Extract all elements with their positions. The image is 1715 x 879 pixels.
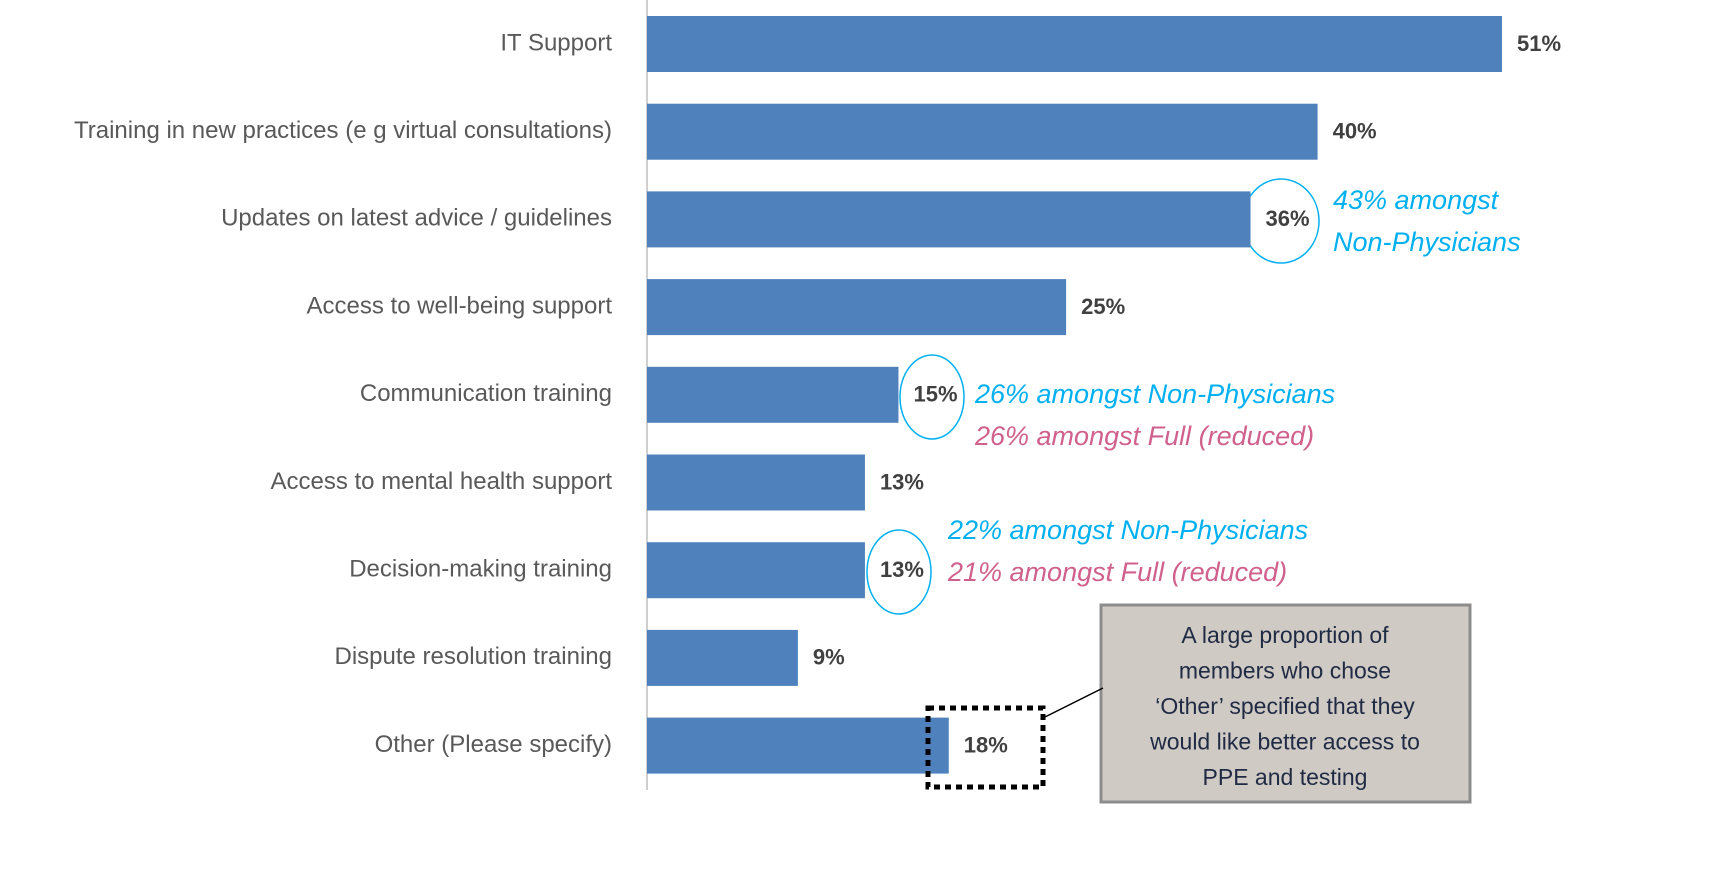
category-label: Other (Please specify) xyxy=(375,731,612,758)
value-label: 25% xyxy=(1081,294,1125,319)
bar xyxy=(647,279,1067,336)
annotation: 43% amongst xyxy=(1333,185,1500,215)
highlight-box xyxy=(925,705,1046,790)
category-label: Communication training xyxy=(360,380,612,407)
value-label: 51% xyxy=(1517,31,1561,56)
bar xyxy=(647,454,865,511)
value-label: 40% xyxy=(1333,119,1377,144)
bar xyxy=(647,16,1502,72)
category-label: IT Support xyxy=(500,29,612,56)
callout-text: PPE and testing xyxy=(1203,764,1368,790)
category-label: Updates on latest advice / guidelines xyxy=(221,205,612,232)
category-label: Access to well-being support xyxy=(307,292,613,319)
value-label: 13% xyxy=(880,557,924,582)
annotation: 21% amongst Full (reduced) xyxy=(947,557,1287,587)
bar xyxy=(647,629,798,686)
annotation: 26% amongst Non-Physicians xyxy=(974,379,1335,409)
annotation: 22% amongst Non-Physicians xyxy=(947,515,1308,545)
category-label: Access to mental health support xyxy=(270,468,612,495)
value-label: 9% xyxy=(813,645,845,670)
annotation: 26% amongst Full (reduced) xyxy=(974,421,1314,451)
value-label: 15% xyxy=(913,382,957,407)
bar xyxy=(647,542,865,599)
value-label: 13% xyxy=(880,469,924,494)
highlight-circle xyxy=(899,354,965,440)
callout-connector xyxy=(1042,687,1104,719)
category-label: Dispute resolution training xyxy=(335,643,613,670)
bar xyxy=(647,191,1251,248)
value-label: 18% xyxy=(964,732,1008,757)
category-label: Training in new practices (e g virtual c… xyxy=(74,117,612,144)
bar xyxy=(647,366,899,423)
callout-text: A large proportion of xyxy=(1181,622,1389,648)
category-label: Decision-making training xyxy=(349,556,612,583)
bar xyxy=(647,103,1318,160)
callout-text: ‘Other’ specified that they xyxy=(1155,693,1415,719)
bar xyxy=(647,717,949,774)
highlight-circle xyxy=(866,529,932,615)
callout-text: members who chose xyxy=(1179,658,1391,684)
value-label: 36% xyxy=(1266,206,1310,231)
annotation: Non-Physicians xyxy=(1333,227,1521,257)
callout-box xyxy=(1099,603,1472,804)
callout-text: would like better access to xyxy=(1149,729,1420,755)
